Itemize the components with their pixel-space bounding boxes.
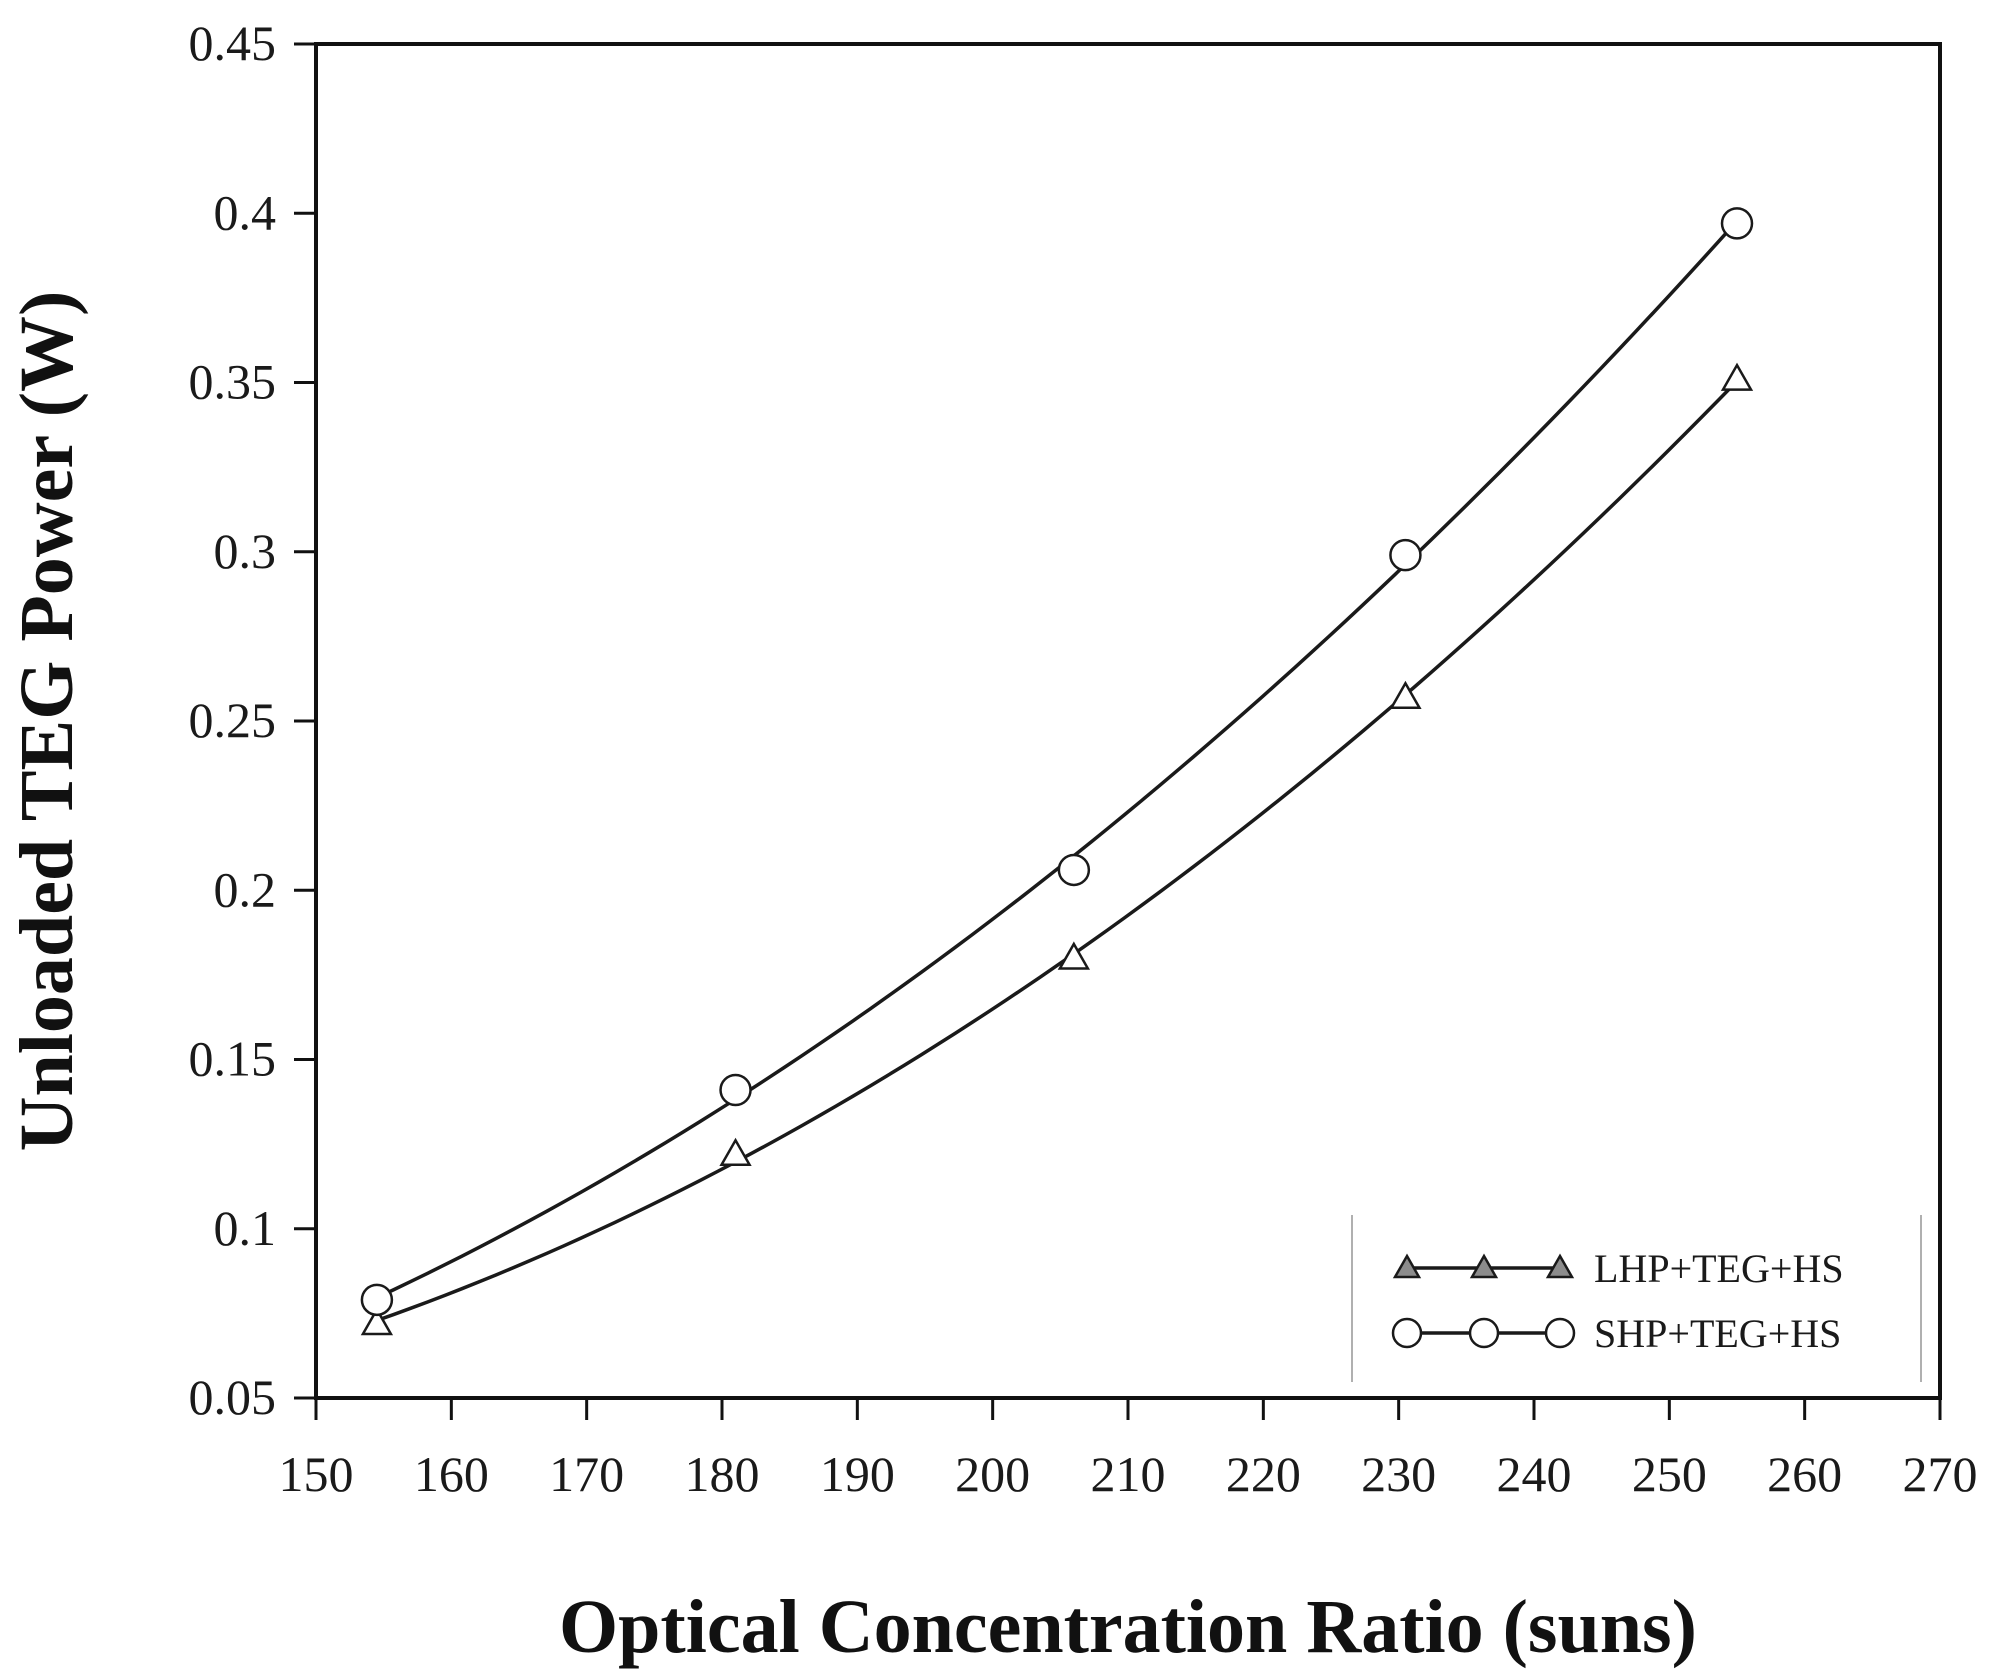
legend-entry-lhp: LHP+TEG+HS — [1392, 1246, 1844, 1291]
x-tick-label-240: 240 — [1497, 1446, 1572, 1502]
data-point-triangle-2 — [1057, 941, 1091, 970]
axis-tick-labels: 150 160 170 180 190 200 210 220 230 240 250 260 270 0… — [189, 15, 1978, 1502]
legend-marker-circle-0 — [1391, 1317, 1423, 1349]
y-axis-title: Unloaded TEG Power (W) — [5, 291, 89, 1152]
x-tick-label-190: 190 — [820, 1446, 895, 1502]
series-layer — [360, 207, 1754, 1336]
x-tick-label-180: 180 — [685, 1446, 760, 1502]
legend: LHP+TEG+HS SHP+TEG+HS — [1351, 1215, 1922, 1382]
x-tick-label-160: 160 — [414, 1446, 489, 1502]
series-circle — [360, 207, 1754, 1317]
x-tick-label-230: 230 — [1361, 1446, 1436, 1502]
y-tick-label-0.2: 0.2 — [214, 861, 277, 917]
plot-frame — [314, 42, 1942, 1400]
x-tick-label-150: 150 — [279, 1446, 354, 1502]
legend-label-lhp: LHP+TEG+HS — [1594, 1246, 1844, 1291]
series-line-triangle — [376, 379, 1739, 1323]
data-point-circle-4 — [1720, 207, 1754, 240]
x-tick-label-220: 220 — [1226, 1446, 1301, 1502]
x-tick-label-250: 250 — [1632, 1446, 1707, 1502]
x-tick-label-200: 200 — [955, 1446, 1030, 1502]
data-point-triangle-0 — [360, 1307, 394, 1336]
data-point-triangle-4 — [1720, 362, 1754, 391]
y-tick-label-0.05: 0.05 — [189, 1369, 277, 1425]
x-tick-label-260: 260 — [1767, 1446, 1842, 1502]
legend-marker-triangle-2 — [1545, 1253, 1575, 1279]
data-point-triangle-1 — [719, 1137, 752, 1167]
x-tick-label-170: 170 — [549, 1446, 624, 1502]
y-tick-label-0.35: 0.35 — [189, 354, 277, 410]
axis-ticks — [294, 42, 1942, 1420]
y-tick-label-0.45: 0.45 — [189, 15, 277, 71]
legend-marker-triangle-0 — [1392, 1253, 1422, 1279]
legend-sample-shp — [1391, 1317, 1576, 1349]
series-triangle — [360, 362, 1754, 1336]
y-tick-label-0.3: 0.3 — [214, 523, 277, 579]
data-point-circle-3 — [1389, 538, 1422, 572]
data-point-triangle-3 — [1389, 680, 1422, 710]
x-axis-title: Optical Concentration Ratio (suns) — [559, 1585, 1697, 1669]
data-point-circle-0 — [360, 1283, 394, 1317]
x-tick-label-210: 210 — [1091, 1446, 1166, 1502]
data-point-circle-1 — [719, 1073, 752, 1107]
legend-marker-triangle-1 — [1469, 1253, 1499, 1279]
legend-marker-circle-2 — [1544, 1317, 1576, 1349]
legend-sample-lhp — [1392, 1253, 1575, 1279]
x-tick-label-270: 270 — [1903, 1446, 1978, 1502]
y-tick-label-0.25: 0.25 — [189, 692, 277, 748]
y-tick-label-0.15: 0.15 — [189, 1031, 277, 1087]
series-line-circle — [376, 219, 1739, 1300]
legend-entry-shp: SHP+TEG+HS — [1391, 1311, 1841, 1356]
data-point-circle-2 — [1057, 853, 1091, 887]
legend-label-shp: SHP+TEG+HS — [1594, 1311, 1841, 1356]
legend-marker-circle-1 — [1468, 1317, 1500, 1349]
y-tick-label-0.1: 0.1 — [214, 1200, 277, 1256]
y-tick-label-0.4: 0.4 — [214, 184, 277, 240]
